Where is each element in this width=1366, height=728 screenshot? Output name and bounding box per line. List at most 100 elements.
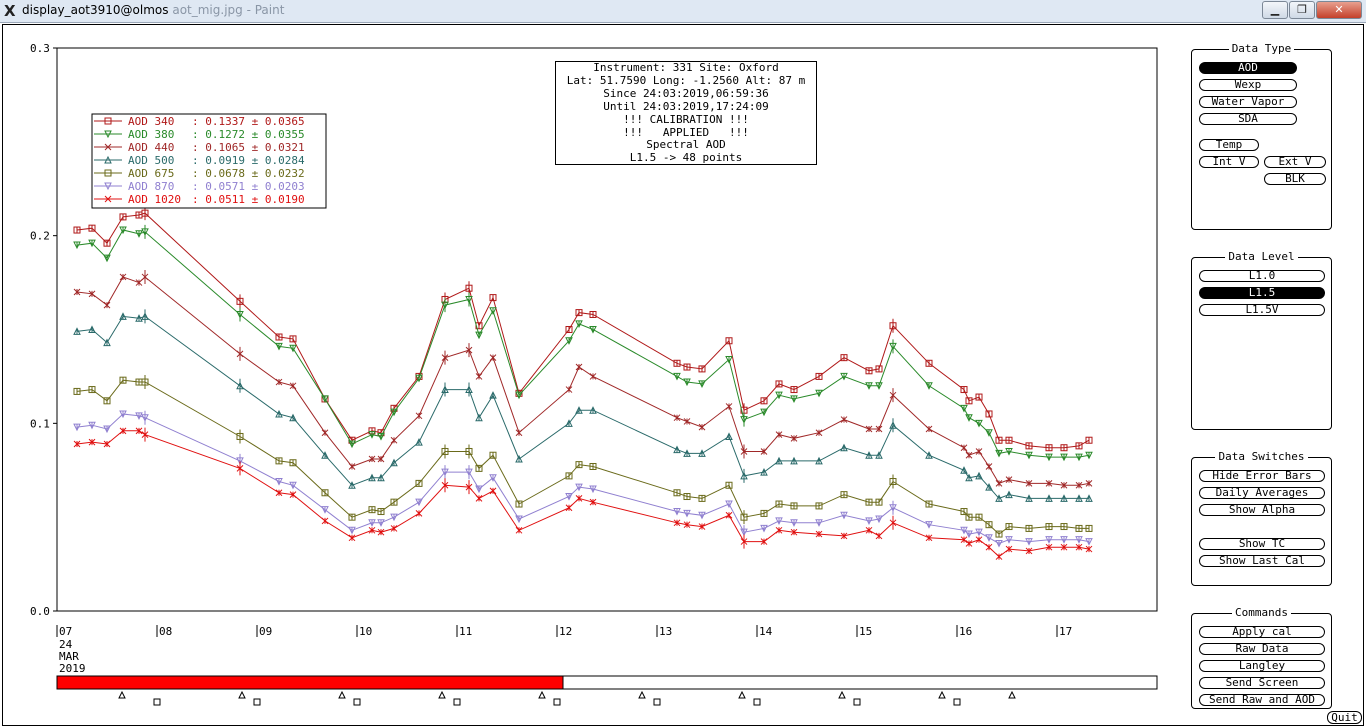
series-aod-870-point-shape — [1075, 536, 1083, 544]
series-aod-1020-point-shape — [875, 532, 883, 540]
series-aod-440-point-shape — [348, 463, 356, 470]
series-aod-440-point — [1045, 480, 1053, 487]
series-aod-1020-point — [119, 427, 127, 435]
series-aod-440-point-shape — [698, 423, 706, 431]
timeline-triangle-marker — [538, 690, 546, 699]
sda-button[interactable]: SDA — [1199, 113, 1297, 125]
series-aod-675-point — [975, 513, 983, 521]
quit-button[interactable]: Quit — [1327, 711, 1362, 724]
series-aod-870-point-shape — [475, 485, 483, 494]
series-aod-870-point — [865, 517, 873, 526]
series-aod-870-point — [725, 500, 733, 509]
series-aod-675-point — [840, 491, 848, 499]
int-v-button[interactable]: Int V — [1199, 156, 1259, 168]
series-aod-870-point — [1045, 536, 1053, 544]
series-aod-500-point-shape — [141, 312, 149, 320]
series-aod-440-point-shape — [321, 429, 329, 437]
series-aod-675-point — [368, 506, 376, 514]
legend-aod-440-marker-shape — [104, 143, 112, 151]
level-l10-button[interactable]: L1.0 — [1199, 270, 1325, 282]
hide-error-bars-button[interactable]: Hide Error Bars — [1199, 470, 1325, 482]
series-aod-440-point-shape — [725, 403, 733, 410]
ext-v-button[interactable]: Ext V — [1264, 156, 1326, 168]
level-l15v-button[interactable]: L1.5V — [1199, 304, 1325, 316]
series-aod-440-point-shape — [289, 382, 297, 390]
timeline-square-marker — [453, 698, 461, 706]
series-aod-870-point-shape — [985, 534, 993, 542]
send-screen-button[interactable]: Send Screen — [1199, 677, 1325, 689]
series-aod-380-point — [119, 226, 127, 235]
series-aod-440-point — [441, 354, 449, 362]
series-aod-500-point — [790, 456, 798, 465]
series-aod-340-point — [865, 367, 873, 375]
series-aod-870-point-shape — [760, 524, 768, 533]
raw-data-button[interactable]: Raw Data — [1199, 643, 1325, 655]
aod-button[interactable]: AOD — [1199, 62, 1297, 74]
wexp-button[interactable]: Wexp — [1199, 79, 1297, 91]
series-aod-870-point — [889, 504, 897, 512]
series-aod-500-point — [775, 456, 783, 465]
series-aod-500-point-shape — [965, 473, 973, 482]
apply-cal-button[interactable]: Apply cal — [1199, 626, 1325, 638]
series-aod-500-point — [925, 451, 933, 459]
series-aod-870-point-shape — [960, 526, 968, 535]
series-aod-870-point — [790, 519, 798, 527]
series-aod-675-point-shape — [368, 506, 376, 514]
series-aod-380-point — [1045, 453, 1053, 462]
series-aod-870-point-shape — [1045, 536, 1053, 544]
series-aod-380-point-shape — [740, 416, 748, 424]
daily-averages-button[interactable]: Daily Averages — [1199, 487, 1325, 499]
legend-aod-1020-name: AOD 1020 — [128, 193, 181, 206]
series-aod-440-point-shape — [489, 354, 497, 362]
series-aod-380-point-shape — [840, 372, 848, 381]
maximize-button[interactable]: ❐ — [1289, 1, 1315, 19]
series-aod-440-point — [575, 363, 583, 371]
minimize-button[interactable]: ▁ — [1262, 1, 1288, 19]
series-aod-1020-line — [76, 430, 1090, 558]
series-aod-870-point — [289, 481, 297, 490]
series-aod-380-point — [575, 320, 583, 328]
show-last-cal-button[interactable]: Show Last Cal — [1199, 555, 1325, 567]
series-aod-500-point-shape — [698, 449, 706, 457]
series-aod-870-point — [1075, 536, 1083, 544]
series-aod-675-point — [925, 500, 933, 508]
series-aod-1020-point — [489, 487, 497, 495]
legend-aod-380-stat: : 0.1272 ± 0.0355 — [192, 128, 305, 141]
series-aod-380-point — [960, 404, 968, 413]
series-aod-870-point-shape — [589, 485, 597, 494]
series-aod-380-point — [321, 395, 329, 404]
series-aod-440-point — [875, 425, 883, 433]
series-aod-1020-point — [73, 440, 81, 448]
series-aod-870-point-shape — [236, 457, 244, 465]
show-alpha-button[interactable]: Show Alpha — [1199, 504, 1325, 516]
series-aod-500-point — [565, 419, 573, 427]
blk-button[interactable]: BLK — [1264, 173, 1326, 185]
timeline-triangle-marker — [238, 690, 246, 699]
series-aod-500-point — [889, 421, 897, 429]
close-button[interactable]: ✕ — [1316, 1, 1362, 19]
series-aod-1020-point-shape — [840, 532, 848, 540]
legend-aod-1020-label: AOD 1020: 0.0511 ± 0.0190 — [128, 193, 305, 206]
series-aod-440-point-shape — [441, 354, 449, 362]
series-aod-500-point-shape — [1045, 494, 1053, 502]
langley-button[interactable]: Langley — [1199, 660, 1325, 672]
water-vapor-button[interactable]: Water Vapor — [1199, 96, 1297, 108]
level-l15-button[interactable]: L1.5 — [1199, 287, 1325, 299]
series-aod-870-point-shape — [1060, 536, 1068, 544]
series-aod-870-point-shape — [119, 410, 127, 419]
series-aod-1020-point-shape — [489, 487, 497, 495]
series-aod-675-point — [289, 459, 297, 467]
series-aod-1020-point-shape — [73, 440, 81, 448]
series-aod-1020-point — [135, 427, 143, 435]
series-aod-380-point — [377, 432, 385, 441]
series-aod-380-point — [889, 342, 897, 351]
series-aod-500-point-shape — [415, 437, 423, 446]
send-raw-and-aod-button[interactable]: Send Raw and AOD — [1199, 694, 1325, 706]
series-aod-870-point — [103, 425, 111, 434]
y-tick-label: 0.3 — [30, 42, 50, 55]
series-aod-1020-point-shape — [975, 536, 983, 544]
show-tc-button[interactable]: Show TC — [1199, 538, 1325, 550]
temp-button[interactable]: Temp — [1199, 139, 1259, 151]
series-aod-1020-point — [960, 536, 968, 544]
series-aod-675-point — [321, 489, 329, 497]
